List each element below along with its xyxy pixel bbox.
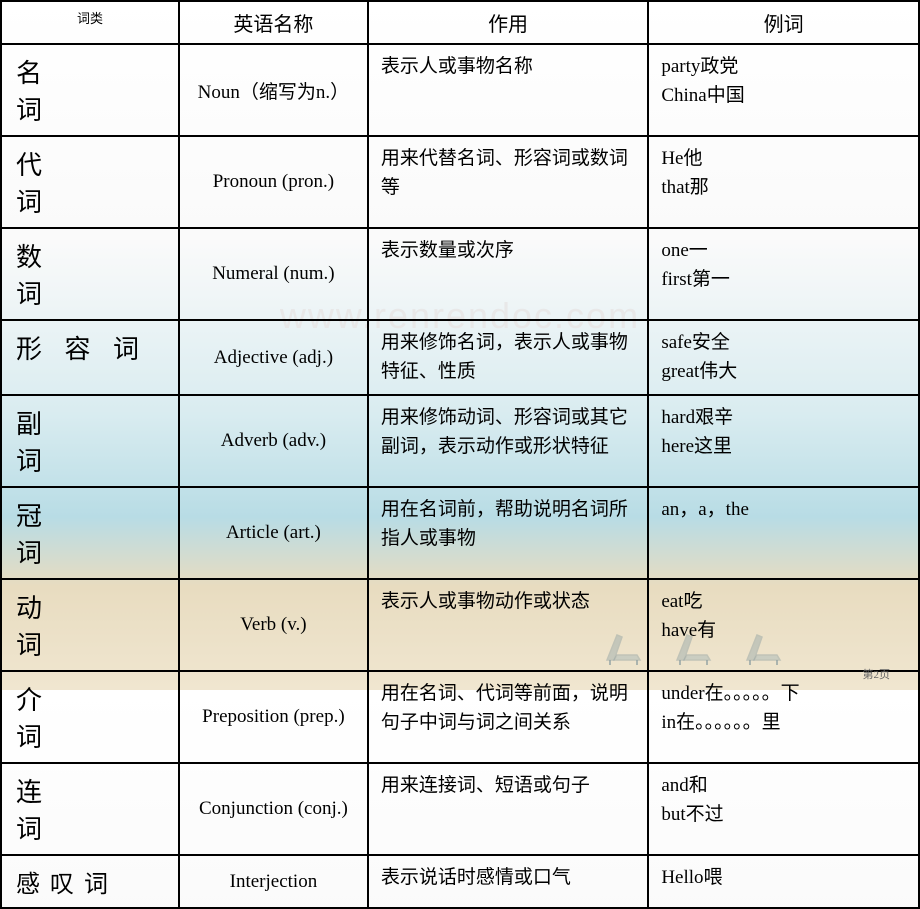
cell-function: 用来代替名词、形容词或数词等: [368, 136, 649, 228]
table-row: 动 词Verb (v.)表示人或事物动作或状态eat吃have有: [1, 579, 919, 671]
cell-function: 用在名词、代词等前面，说明句子中词与词之间关系: [368, 671, 649, 763]
cell-pos: 连 词: [1, 763, 179, 855]
cell-pos: 感 叹 词: [1, 855, 179, 908]
header-pos: 词类: [1, 1, 179, 44]
cell-pos: 副 词: [1, 395, 179, 487]
cell-english: Adverb (adv.): [179, 395, 368, 487]
cell-pos: 冠 词: [1, 487, 179, 579]
cell-example: safe安全great伟大: [648, 320, 919, 395]
cell-english: Interjection: [179, 855, 368, 908]
cell-english: Adjective (adj.): [179, 320, 368, 395]
header-example: 例词: [648, 1, 919, 44]
cell-function: 表示说话时感情或口气: [368, 855, 649, 908]
cell-pos: 数 词: [1, 228, 179, 320]
cell-function: 用来连接词、短语或句子: [368, 763, 649, 855]
cell-example: one一first第一: [648, 228, 919, 320]
cell-example: under在。。。。。下in在。。。。。。里: [648, 671, 919, 763]
table-row: 代 词Pronoun (pron.)用来代替名词、形容词或数词等He他that那: [1, 136, 919, 228]
cell-pos: 动 词: [1, 579, 179, 671]
cell-example: party政党China中国: [648, 44, 919, 136]
header-english: 英语名称: [179, 1, 368, 44]
cell-example: hard艰辛here这里: [648, 395, 919, 487]
cell-example: Hello喂: [648, 855, 919, 908]
cell-example: and和but不过: [648, 763, 919, 855]
table-row: 连 词Conjunction (conj.)用来连接词、短语或句子and和but…: [1, 763, 919, 855]
cell-function: 用来修饰名词，表示人或事物特征、性质: [368, 320, 649, 395]
table-row: 感 叹 词Interjection表示说话时感情或口气Hello喂: [1, 855, 919, 908]
table-row: 介 词Preposition (prep.)用在名词、代词等前面，说明句子中词与…: [1, 671, 919, 763]
table-row: 数 词Numeral (num.)表示数量或次序one一first第一: [1, 228, 919, 320]
table-row: 副 词Adverb (adv.)用来修饰动词、形容词或其它副词，表示动作或形状特…: [1, 395, 919, 487]
cell-english: Pronoun (pron.): [179, 136, 368, 228]
table-row: 名 词Noun（缩写为n.）表示人或事物名称party政党China中国: [1, 44, 919, 136]
cell-english: Article (art.): [179, 487, 368, 579]
cell-example: an，a，the: [648, 487, 919, 579]
cell-pos: 代 词: [1, 136, 179, 228]
cell-pos: 介 词: [1, 671, 179, 763]
parts-of-speech-table: 词类 英语名称 作用 例词 名 词Noun（缩写为n.）表示人或事物名称part…: [0, 0, 920, 909]
cell-english: Noun（缩写为n.）: [179, 44, 368, 136]
cell-example: eat吃have有: [648, 579, 919, 671]
cell-english: Conjunction (conj.): [179, 763, 368, 855]
cell-example: He他that那: [648, 136, 919, 228]
cell-pos: 名 词: [1, 44, 179, 136]
cell-pos: 形 容 词: [1, 320, 179, 395]
cell-english: Verb (v.): [179, 579, 368, 671]
table-header-row: 词类 英语名称 作用 例词: [1, 1, 919, 44]
cell-function: 用来修饰动词、形容词或其它副词，表示动作或形状特征: [368, 395, 649, 487]
cell-function: 表示数量或次序: [368, 228, 649, 320]
table-row: 形 容 词Adjective (adj.)用来修饰名词，表示人或事物特征、性质s…: [1, 320, 919, 395]
header-function: 作用: [368, 1, 649, 44]
table-row: 冠 词Article (art.)用在名词前，帮助说明名词所指人或事物an，a，…: [1, 487, 919, 579]
cell-function: 表示人或事物动作或状态: [368, 579, 649, 671]
page-number: 第2页: [863, 666, 891, 682]
cell-english: Preposition (prep.): [179, 671, 368, 763]
cell-english: Numeral (num.): [179, 228, 368, 320]
cell-function: 表示人或事物名称: [368, 44, 649, 136]
cell-function: 用在名词前，帮助说明名词所指人或事物: [368, 487, 649, 579]
